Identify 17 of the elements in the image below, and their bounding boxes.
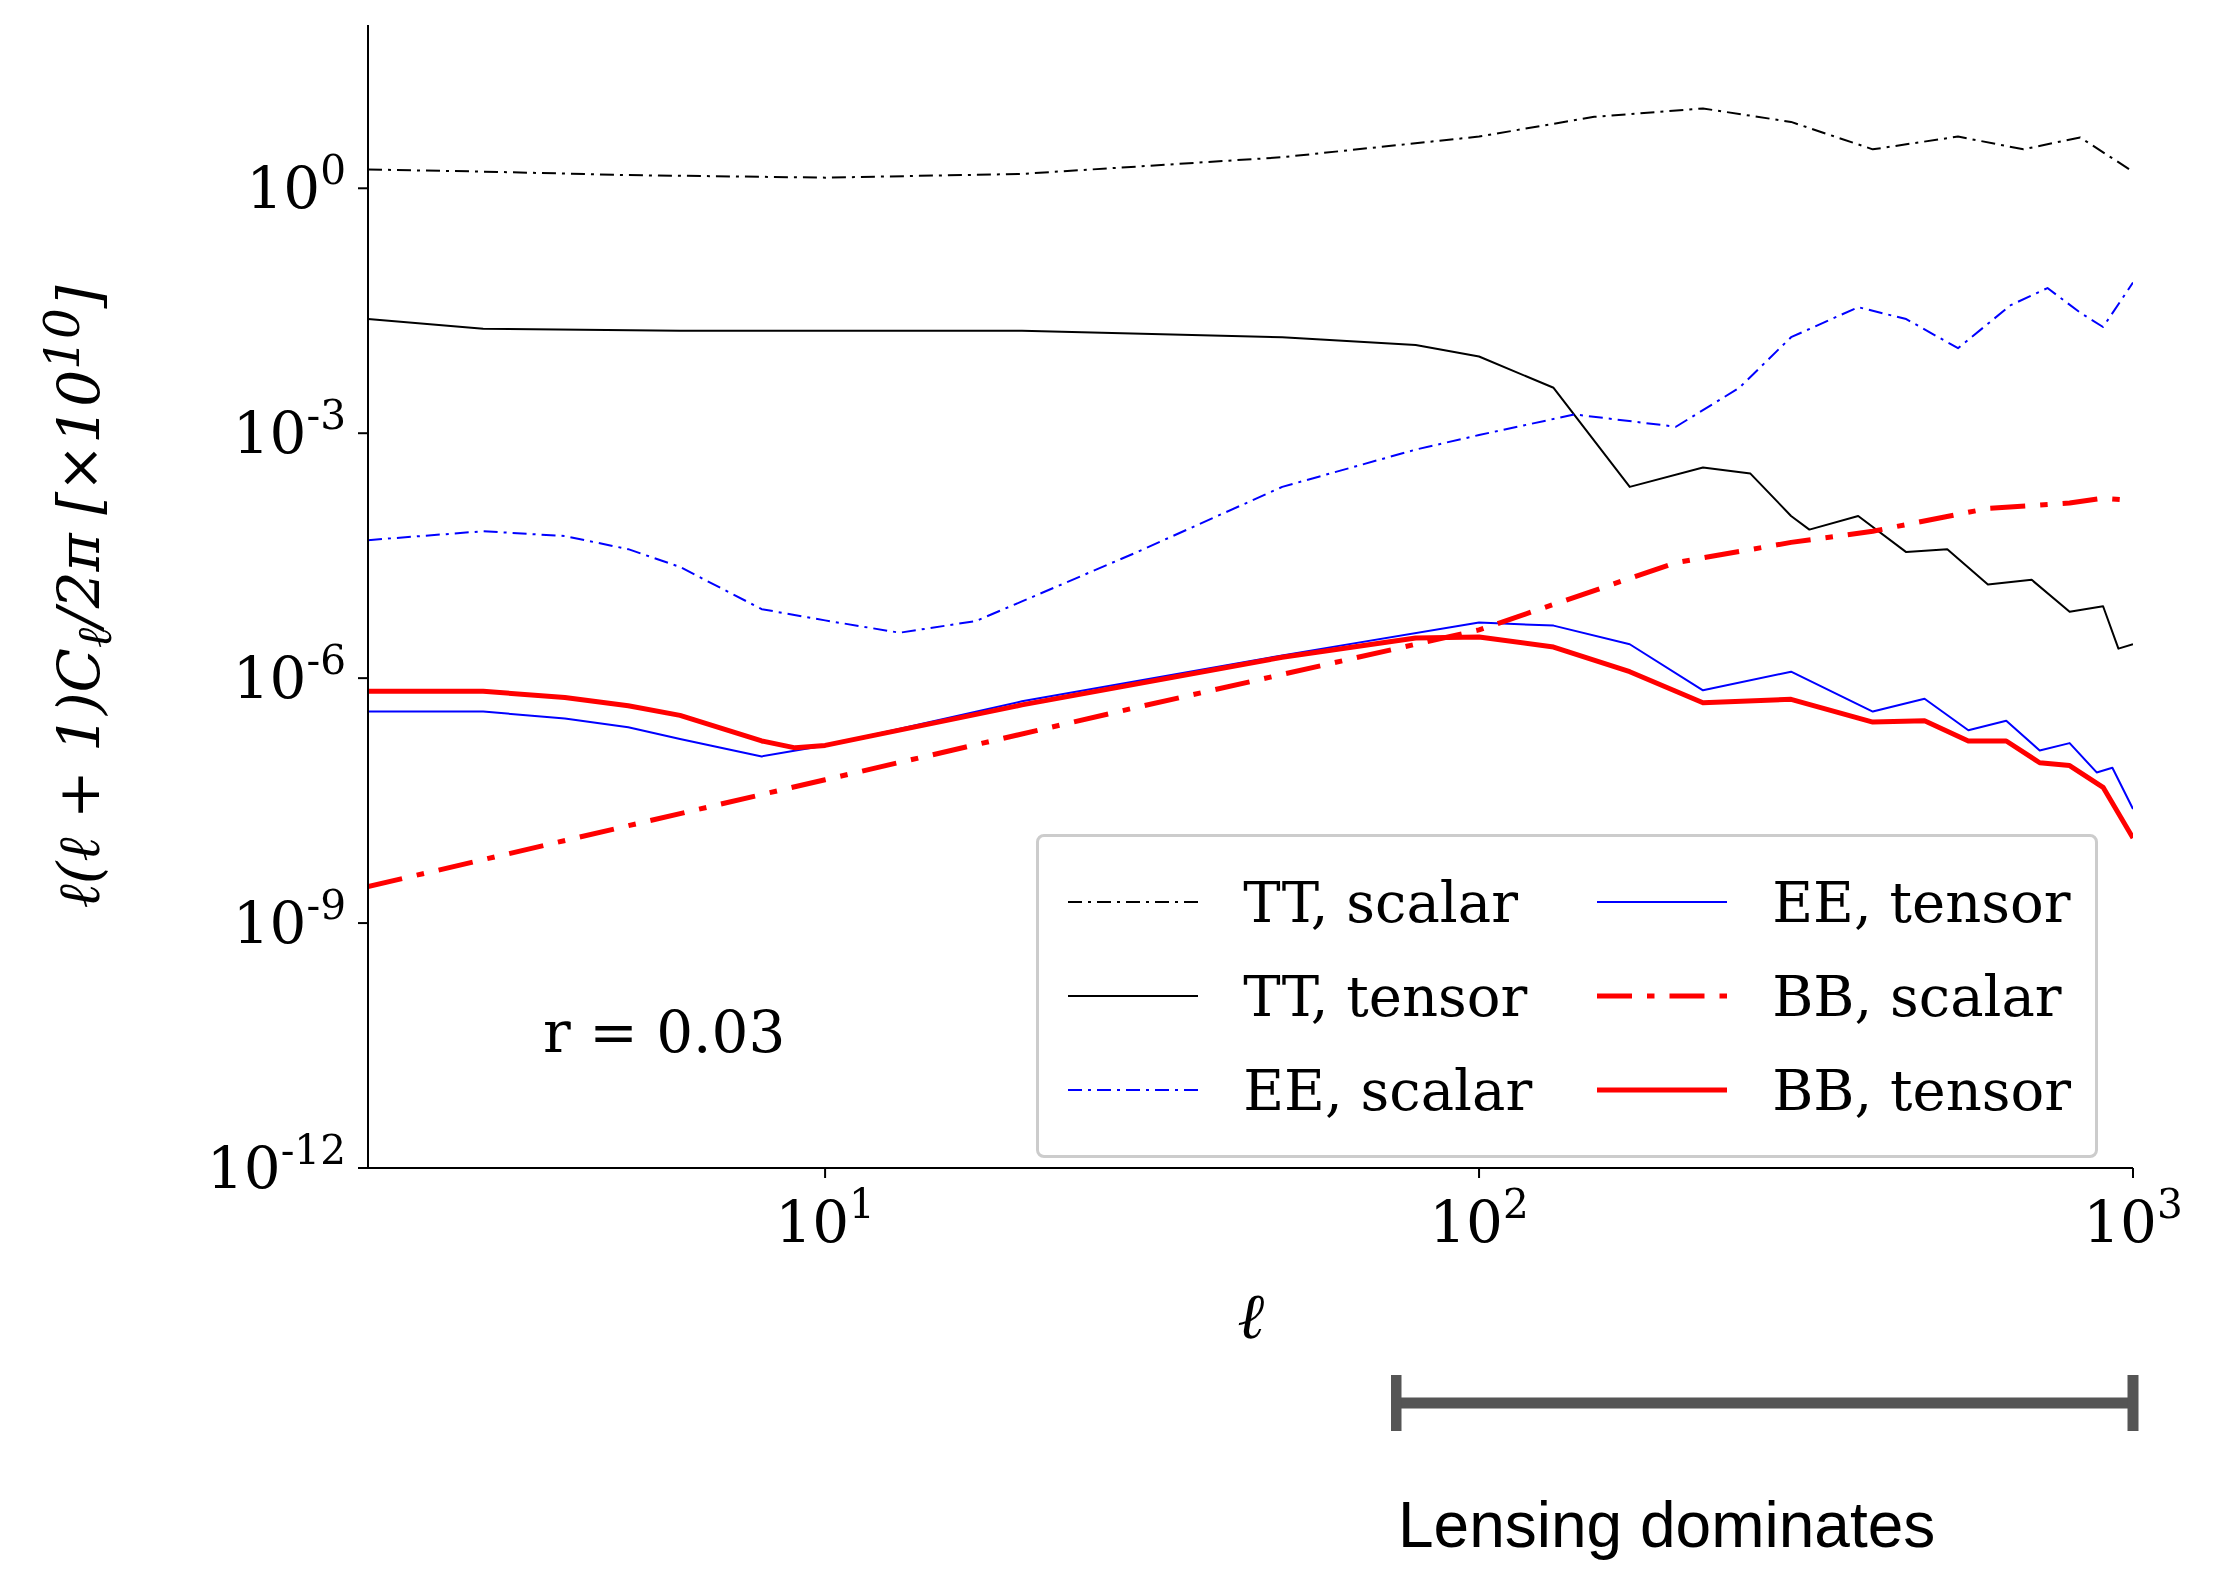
legend-label: BB, tensor [1772, 1057, 2071, 1123]
text: Lensing dominates [1398, 1488, 1936, 1562]
x-tick-label: 10$^{2}$ [1429, 1180, 1529, 1256]
y-tick-label: 10$^{-12}$ [206, 1126, 346, 1202]
x-tick-label: 10$^{3}$ [2083, 1180, 2183, 1256]
legend-label: BB, scalar [1772, 963, 2062, 1029]
y-tick-label: 10$^{-3}$ [232, 391, 346, 468]
annotation: r = 0.03 [543, 998, 786, 1066]
legend-label: EE, tensor [1772, 869, 2071, 935]
x-tick-label: 10$^{1}$ [775, 1180, 875, 1256]
y-tick-label: 10$^{-6}$ [232, 636, 346, 713]
y-tick-label: 10$^{-9}$ [232, 881, 346, 958]
legend-label: TT, scalar [1243, 869, 1518, 935]
y-tick-label: 10$^{0}$ [246, 146, 346, 223]
legend-label: TT, tensor [1243, 963, 1528, 1029]
legend-label: EE, scalar [1243, 1057, 1533, 1123]
x-axis-title: ℓ [1237, 1279, 1265, 1353]
